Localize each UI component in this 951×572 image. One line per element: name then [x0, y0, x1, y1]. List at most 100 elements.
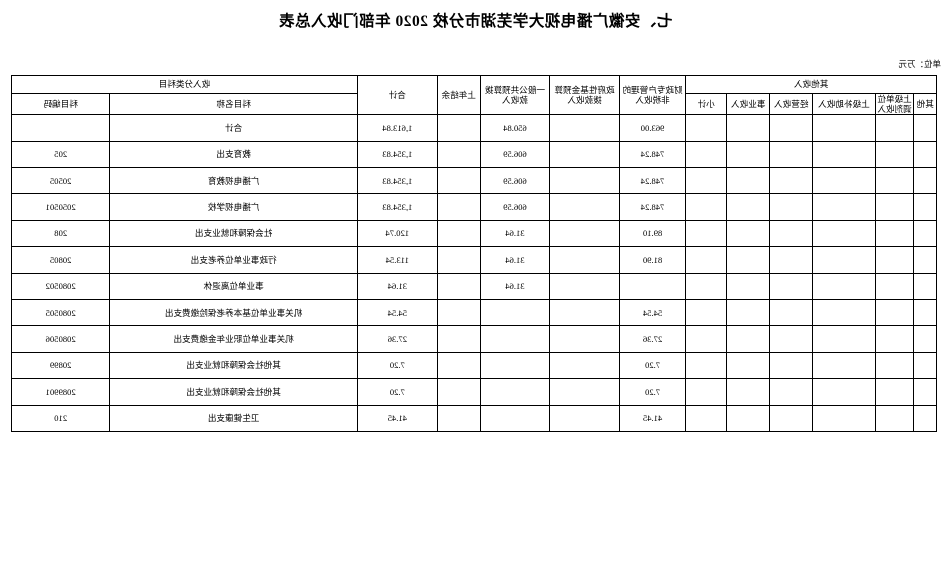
cell-superior-adjust	[875, 273, 914, 300]
table-row: 963.00 650.84 1,613.84 合计	[11, 114, 937, 142]
cell-prior-year-balance	[437, 378, 481, 406]
cell-prior-year-balance	[437, 352, 481, 379]
table-row: 89.10 31.64 120.74 社会保障和就业支出 208	[11, 220, 937, 247]
cell-prior-year-balance	[437, 114, 481, 142]
cell-other	[914, 325, 937, 353]
cell-other	[914, 141, 937, 168]
header-subject-name: 科目名称	[109, 93, 358, 115]
cell-other	[914, 167, 937, 194]
cell-gov-fund	[549, 405, 620, 432]
cell-business-income	[769, 220, 813, 247]
cell-subject-code: 20505	[11, 167, 110, 194]
table-row: 41.45 41.45 卫生健康支出 210	[11, 405, 937, 432]
cell-gov-fund	[549, 273, 620, 300]
cell-subject-name: 广播电视学校	[109, 193, 358, 221]
cell-nontax-income: 7.20	[619, 378, 686, 406]
cell-general-public: 650.84	[480, 114, 550, 142]
cell-superior-subsidy	[812, 246, 876, 274]
table-row: 54.54 54.54 机关事业单位基本养老保险缴费支出 2080505	[11, 299, 937, 326]
cell-subject-name: 社会保障和就业支出	[109, 220, 358, 247]
cell-prior-year-balance	[437, 405, 481, 432]
cell-general-public: 606.59	[480, 167, 550, 194]
table-row: 7.20 7.20 其他社会保障和就业支出 20899	[11, 352, 937, 379]
cell-superior-subsidy	[812, 114, 876, 142]
cell-gov-fund	[549, 352, 620, 379]
cell-subject-code	[11, 114, 110, 142]
cell-total: 113.54	[357, 246, 438, 274]
cell-other	[914, 193, 937, 221]
cell-subject-code: 2080505	[11, 299, 110, 326]
budget-table: 其他收入 财政专户管理的非税收入 政府性基金预算拨款收入 一般公共预算拨款收入 …	[11, 75, 937, 432]
cell-subtotal	[685, 220, 727, 247]
cell-other	[914, 220, 937, 247]
cell-career-income	[726, 352, 770, 379]
table-row: 81.90 31.64 113.54 行政事业单位养老支出 20805	[11, 246, 937, 274]
cell-prior-year-balance	[437, 193, 481, 221]
cell-nontax-income: 27.36	[619, 325, 686, 353]
cell-subtotal	[685, 325, 727, 353]
cell-career-income	[726, 299, 770, 326]
header-superior-unit-adjust-income: 上级单位调剂收入	[875, 93, 914, 115]
cell-superior-adjust	[875, 378, 914, 406]
cell-gov-fund	[549, 246, 620, 274]
cell-other	[914, 114, 937, 142]
cell-superior-subsidy	[812, 273, 876, 300]
cell-prior-year-balance	[437, 167, 481, 194]
cell-general-public: 31.64	[480, 246, 550, 274]
cell-prior-year-balance	[437, 220, 481, 247]
cell-subtotal	[685, 273, 727, 300]
cell-subject-code: 20805	[11, 246, 110, 274]
cell-subject-code: 2080506	[11, 325, 110, 353]
cell-career-income	[726, 167, 770, 194]
cell-subtotal	[685, 246, 727, 274]
header-general-public-allocation: 一般公共预算拨款收入	[480, 75, 550, 115]
cell-general-public	[480, 405, 550, 432]
cell-other	[914, 352, 937, 379]
cell-subject-name: 卫生健康支出	[109, 405, 358, 432]
cell-superior-adjust	[875, 141, 914, 168]
cell-prior-year-balance	[437, 273, 481, 300]
cell-nontax-income: 81.90	[619, 246, 686, 274]
cell-subtotal	[685, 378, 727, 406]
cell-superior-adjust	[875, 114, 914, 142]
table-row: 31.64 31.64 事业单位离退休 2080502	[11, 273, 937, 300]
cell-total: 31.64	[357, 273, 438, 300]
cell-career-income	[726, 141, 770, 168]
cell-gov-fund	[549, 220, 620, 247]
cell-subject-code: 2080502	[11, 273, 110, 300]
cell-total: 7.20	[357, 378, 438, 406]
cell-business-income	[769, 299, 813, 326]
header-business-income: 经营收入	[769, 93, 813, 115]
cell-superior-adjust	[875, 352, 914, 379]
cell-superior-subsidy	[812, 405, 876, 432]
cell-nontax-income: 41.45	[619, 405, 686, 432]
cell-business-income	[769, 193, 813, 221]
cell-general-public	[480, 378, 550, 406]
cell-career-income	[726, 378, 770, 406]
budget-table-container: 其他收入 财政专户管理的非税收入 政府性基金预算拨款收入 一般公共预算拨款收入 …	[0, 70, 951, 432]
cell-subject-code: 208	[11, 220, 110, 247]
table-row: 7.20 7.20 其他社会保障和就业支出 2089901	[11, 378, 937, 406]
cell-superior-adjust	[875, 299, 914, 326]
cell-prior-year-balance	[437, 299, 481, 326]
cell-subtotal	[685, 405, 727, 432]
cell-nontax-income: 89.10	[619, 220, 686, 247]
cell-total: 1,354.83	[357, 193, 438, 221]
cell-nontax-income: 54.54	[619, 299, 686, 326]
header-prior-year-balance: 上年结余	[437, 75, 481, 115]
cell-superior-adjust	[875, 193, 914, 221]
cell-other	[914, 246, 937, 274]
cell-superior-subsidy	[812, 167, 876, 194]
cell-career-income	[726, 246, 770, 274]
cell-career-income	[726, 193, 770, 221]
cell-subject-name: 其他社会保障和就业支出	[109, 378, 358, 406]
cell-superior-subsidy	[812, 220, 876, 247]
cell-other	[914, 405, 937, 432]
cell-subtotal	[685, 167, 727, 194]
header-group-other-income: 其他收入	[685, 75, 937, 94]
cell-gov-fund	[549, 114, 620, 142]
table-header: 其他收入 财政专户管理的非税收入 政府性基金预算拨款收入 一般公共预算拨款收入 …	[11, 75, 937, 115]
cell-business-income	[769, 325, 813, 353]
cell-other	[914, 273, 937, 300]
